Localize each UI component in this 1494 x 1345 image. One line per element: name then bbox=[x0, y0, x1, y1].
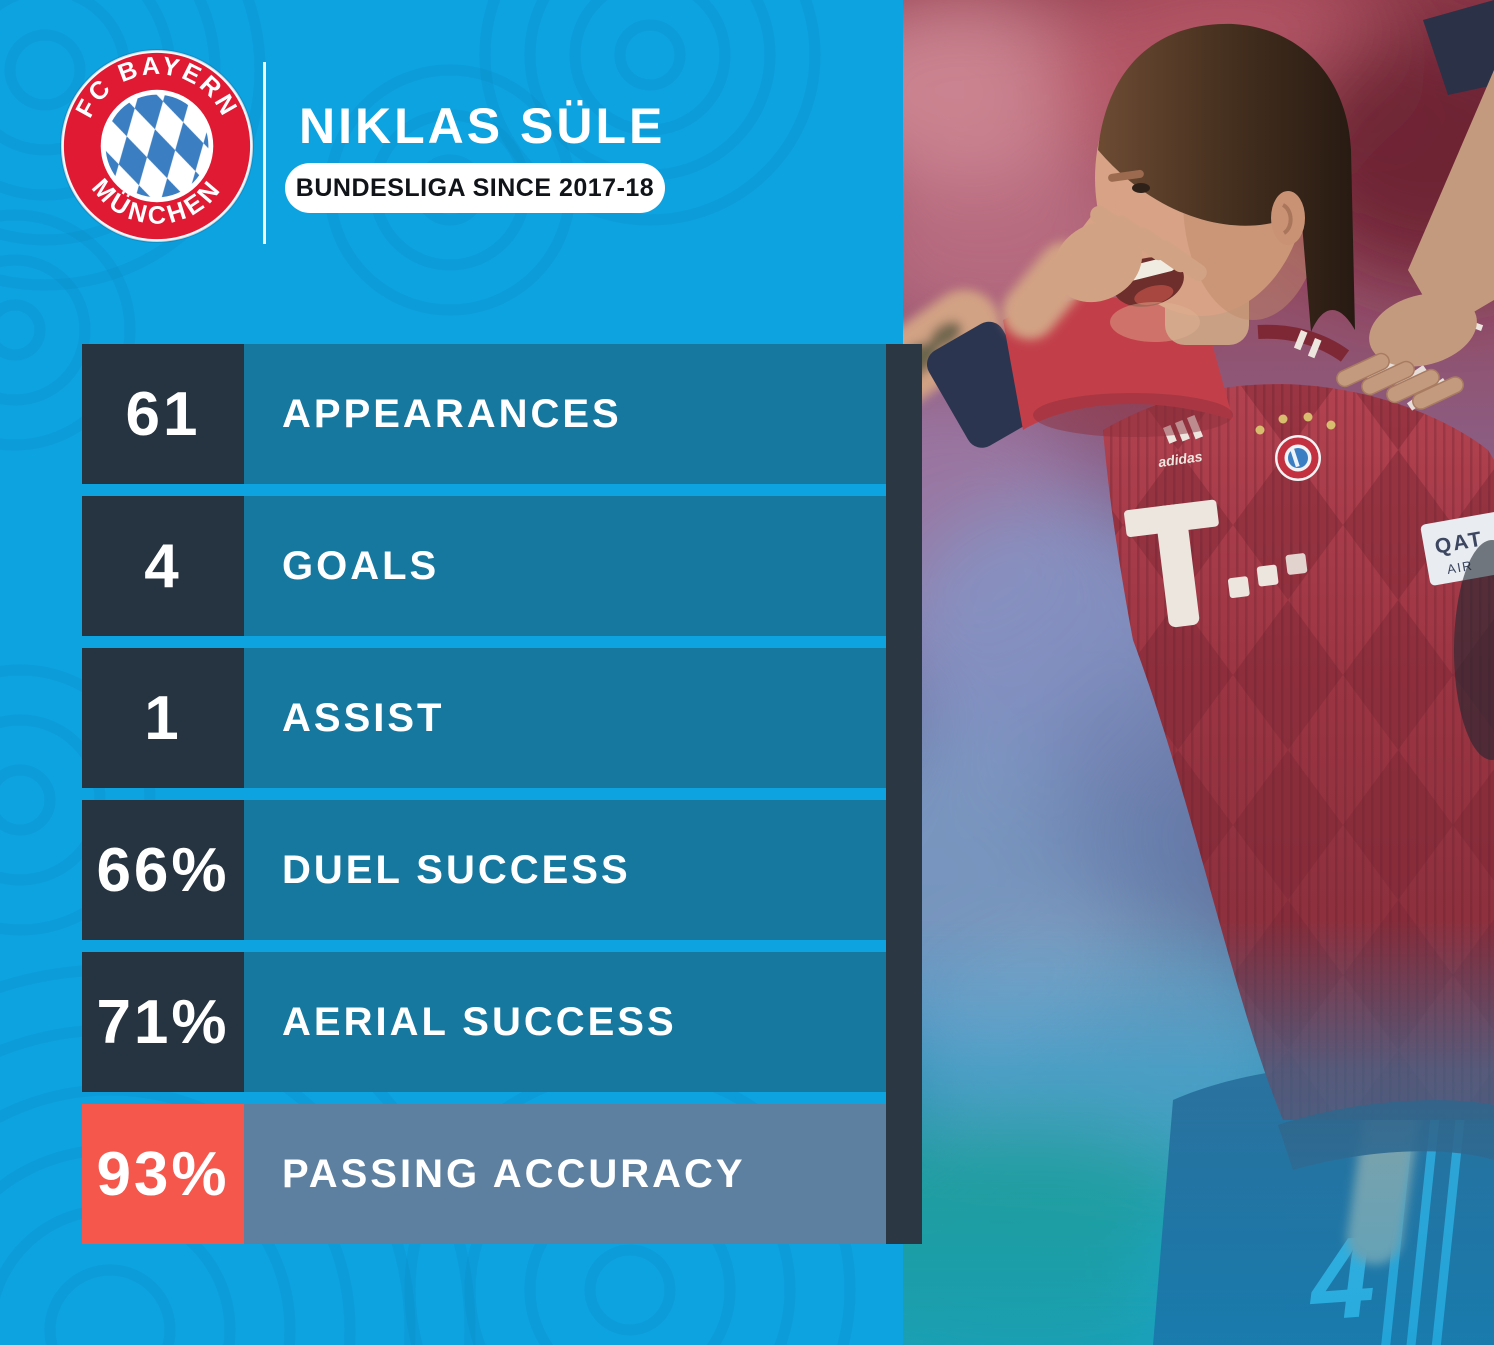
stats-side-bar bbox=[886, 344, 922, 1244]
stat-row-passing-accuracy: 93% PASSING ACCURACY bbox=[82, 1104, 886, 1244]
cupped-hand bbox=[1053, 205, 1207, 303]
subtitle-badge-label: BUNDESLIGA SINCE 2017-18 bbox=[295, 173, 655, 202]
subtitle-badge: BUNDESLIGA SINCE 2017-18 bbox=[285, 163, 665, 213]
stat-label: AERIAL SUCCESS bbox=[244, 952, 886, 1092]
stat-label: ASSIST bbox=[244, 648, 886, 788]
eye bbox=[1132, 183, 1150, 193]
collar bbox=[1257, 324, 1350, 362]
stat-label: APPEARANCES bbox=[244, 344, 886, 484]
stat-value: 66% bbox=[82, 800, 244, 940]
eyebrow bbox=[1108, 169, 1144, 182]
stats-list: 61 APPEARANCES 4 GOALS 1 ASSIST 66% DUEL… bbox=[82, 344, 886, 1256]
header-divider bbox=[263, 62, 266, 244]
stat-value: 1 bbox=[82, 648, 244, 788]
stat-row-goals: 4 GOALS bbox=[82, 496, 886, 636]
club-crest: FC BAYERN MÜNCHEN bbox=[60, 49, 254, 243]
stat-row-aerial-success: 71% AERIAL SUCCESS bbox=[82, 952, 886, 1092]
adidas-wordmark: adidas bbox=[1157, 448, 1203, 470]
player-name-title: NIKLAS SÜLE bbox=[299, 98, 666, 154]
hair bbox=[1098, 23, 1355, 332]
stat-row-duel-success: 66% DUEL SUCCESS bbox=[82, 800, 886, 940]
player-head bbox=[1079, 23, 1355, 345]
stat-label: PASSING ACCURACY bbox=[244, 1104, 886, 1244]
stat-row-appearances: 61 APPEARANCES bbox=[82, 344, 886, 484]
stat-label: GOALS bbox=[244, 496, 886, 636]
teammate-arm bbox=[1336, 0, 1494, 410]
telekom-logo bbox=[1124, 499, 1308, 628]
club-crest-on-jersey bbox=[1255, 412, 1336, 481]
ear bbox=[1271, 191, 1305, 245]
cyan-duotone-overlay bbox=[903, 920, 1494, 1345]
stat-label: DUEL SUCCESS bbox=[244, 800, 886, 940]
stat-value: 93% bbox=[82, 1104, 244, 1244]
stat-value: 4 bbox=[82, 496, 244, 636]
stat-value: 61 bbox=[82, 344, 244, 484]
stat-row-assist: 1 ASSIST bbox=[82, 648, 886, 788]
player-photo: 4 bbox=[783, 0, 1494, 1345]
stat-value: 71% bbox=[82, 952, 244, 1092]
